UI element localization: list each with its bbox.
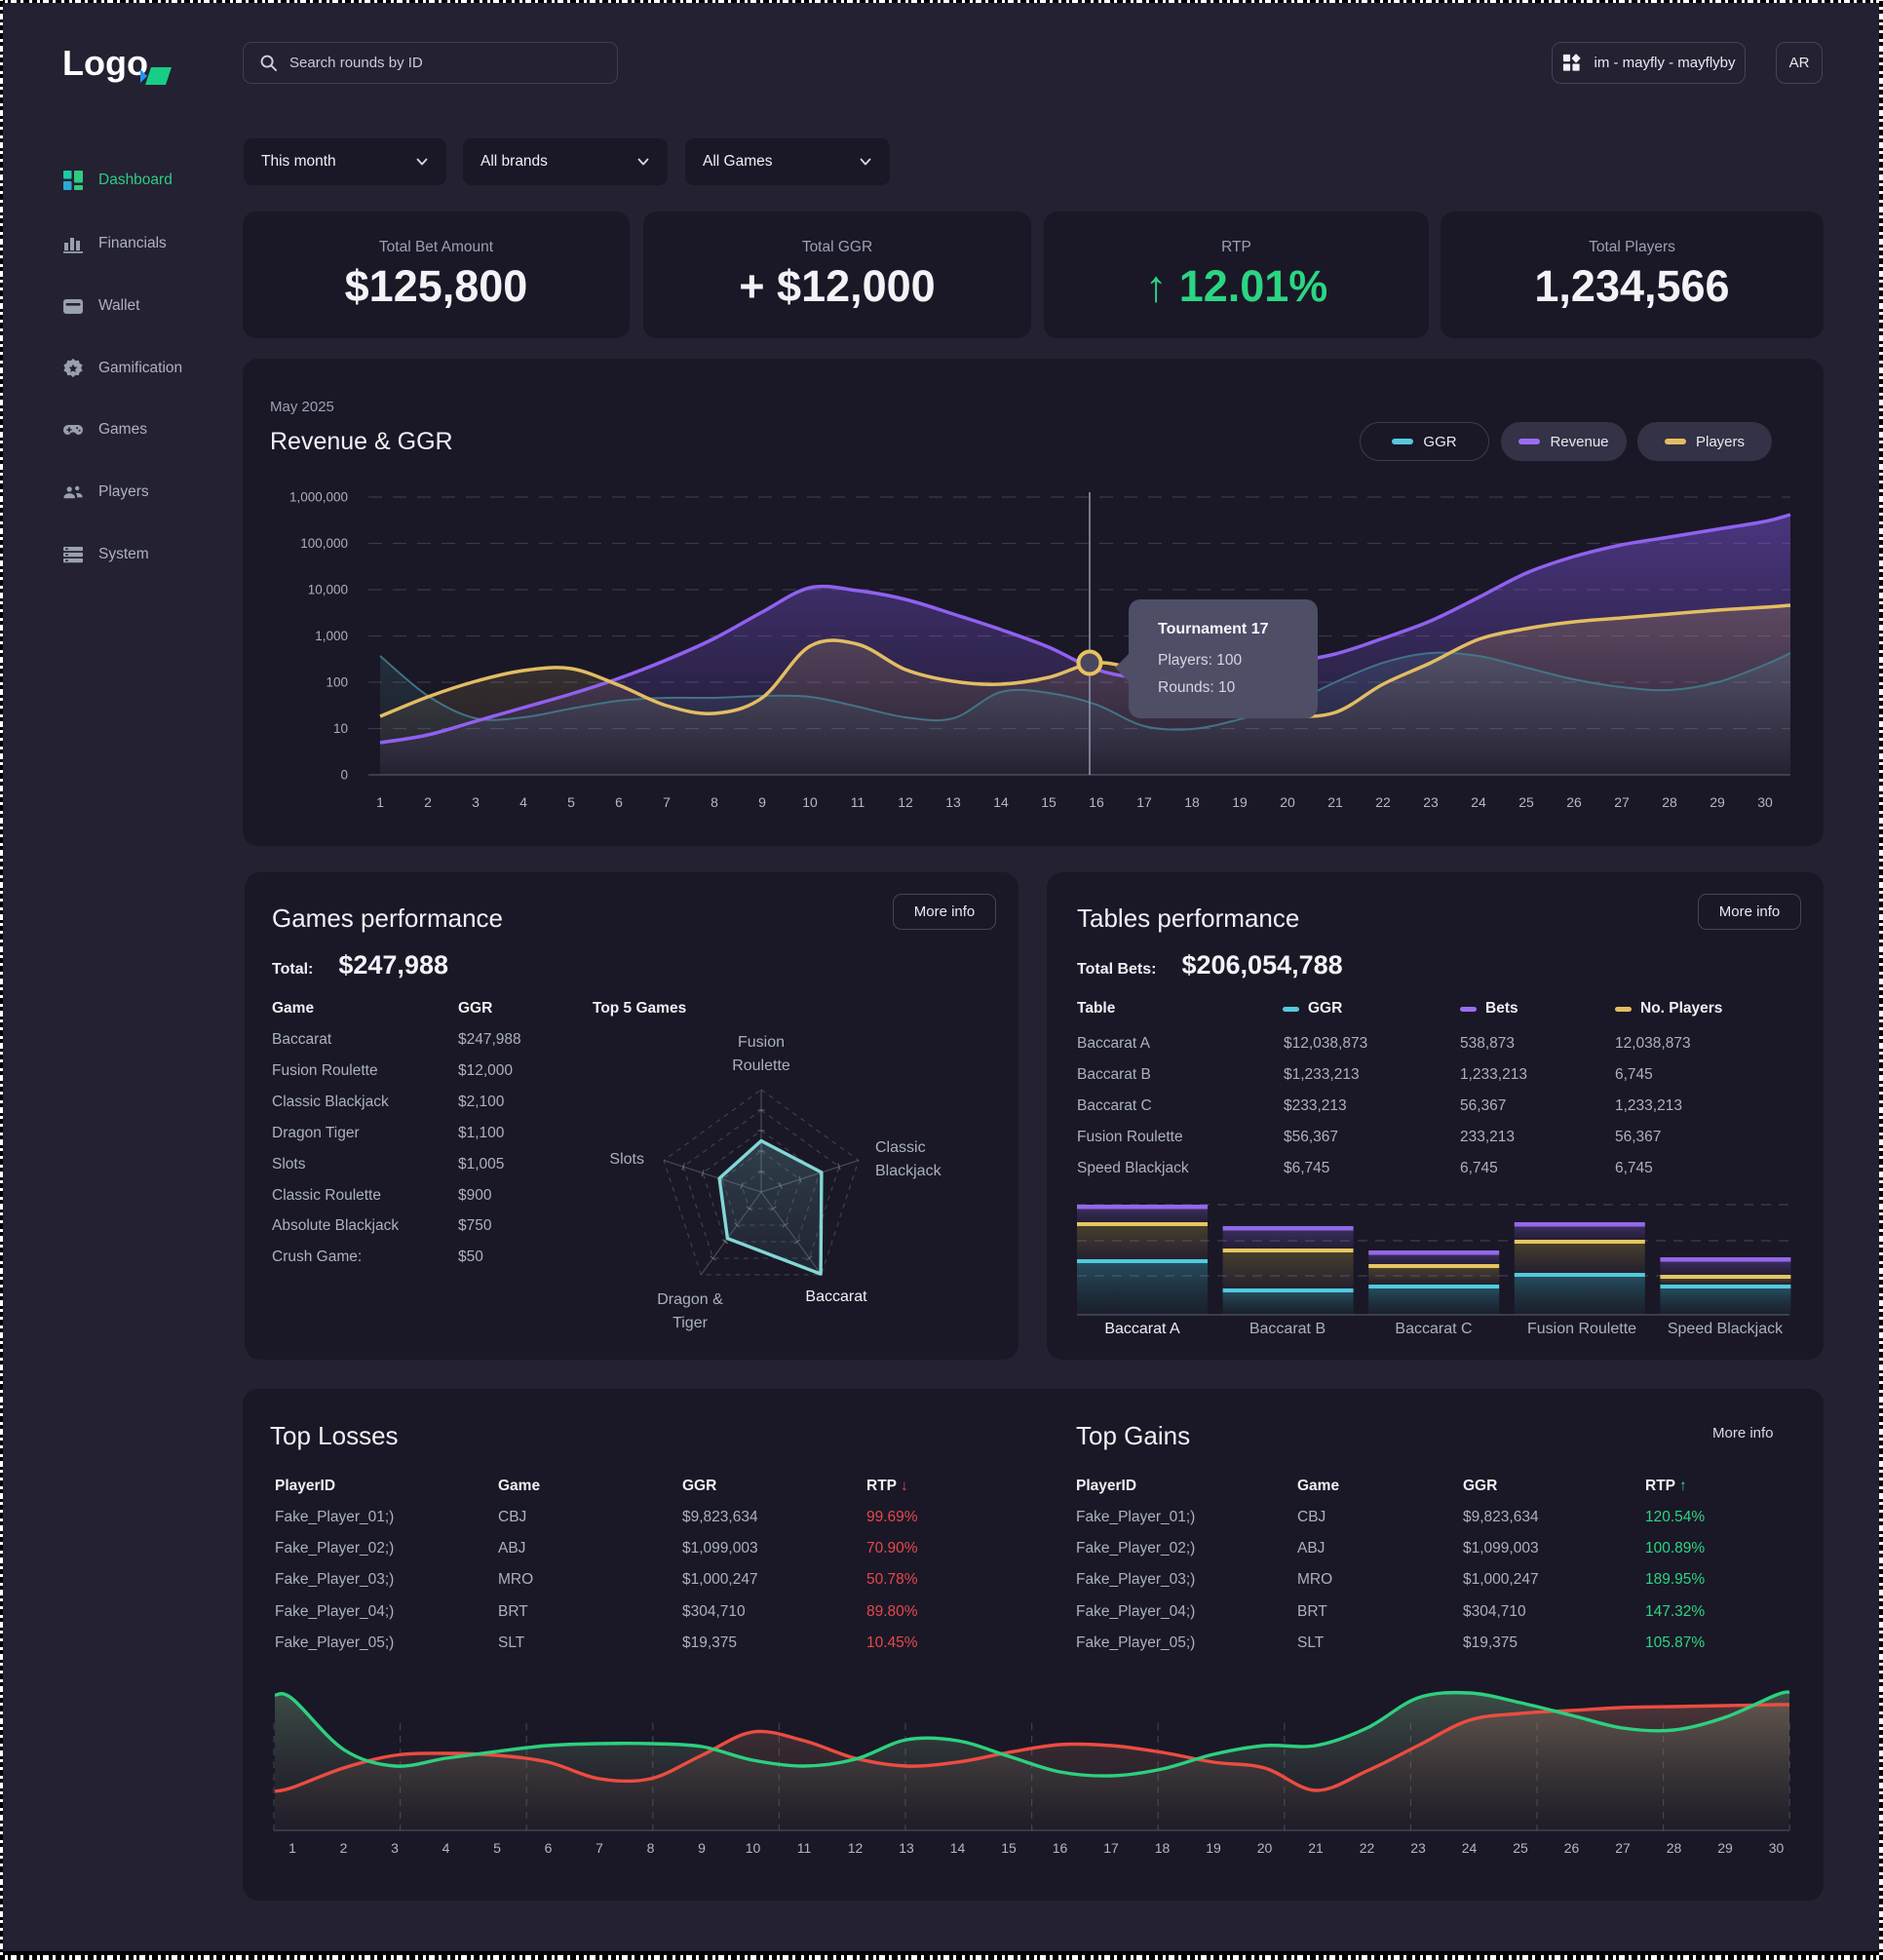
svg-text:4: 4: [442, 1840, 450, 1856]
svg-text:10: 10: [802, 794, 818, 810]
svg-text:16: 16: [1053, 1840, 1068, 1856]
svg-text:17: 17: [1136, 794, 1152, 810]
svg-text:28: 28: [1667, 1840, 1682, 1856]
svg-text:3: 3: [472, 794, 480, 810]
svg-text:30: 30: [1757, 794, 1773, 810]
svg-text:29: 29: [1717, 1840, 1733, 1856]
svg-text:18: 18: [1184, 794, 1200, 810]
svg-text:23: 23: [1423, 794, 1439, 810]
svg-text:10: 10: [746, 1840, 761, 1856]
svg-text:13: 13: [899, 1840, 914, 1856]
svg-text:24: 24: [1471, 794, 1486, 810]
svg-text:6: 6: [615, 794, 623, 810]
svg-text:16: 16: [1089, 794, 1104, 810]
svg-text:26: 26: [1566, 794, 1582, 810]
svg-text:18: 18: [1155, 1840, 1171, 1856]
svg-text:5: 5: [567, 794, 575, 810]
svg-text:2: 2: [340, 1840, 348, 1856]
svg-text:22: 22: [1360, 1840, 1375, 1856]
svg-text:9: 9: [698, 1840, 706, 1856]
svg-text:2: 2: [424, 794, 432, 810]
svg-text:4: 4: [519, 794, 527, 810]
svg-text:6: 6: [545, 1840, 553, 1856]
svg-text:100,000: 100,000: [300, 536, 348, 551]
svg-text:8: 8: [647, 1840, 655, 1856]
svg-text:27: 27: [1614, 794, 1630, 810]
svg-text:1,000,000: 1,000,000: [289, 490, 348, 505]
svg-text:29: 29: [1710, 794, 1725, 810]
svg-text:24: 24: [1462, 1840, 1478, 1856]
svg-text:1: 1: [376, 794, 384, 810]
svg-text:12: 12: [848, 1840, 864, 1856]
svg-text:13: 13: [945, 794, 961, 810]
svg-text:10,000: 10,000: [308, 583, 348, 597]
svg-text:7: 7: [596, 1840, 603, 1856]
svg-text:25: 25: [1513, 1840, 1528, 1856]
svg-text:20: 20: [1280, 794, 1295, 810]
svg-text:11: 11: [797, 1840, 812, 1856]
svg-text:21: 21: [1327, 794, 1343, 810]
svg-text:3: 3: [391, 1840, 399, 1856]
svg-text:15: 15: [1041, 794, 1057, 810]
svg-text:19: 19: [1206, 1840, 1221, 1856]
svg-text:5: 5: [493, 1840, 501, 1856]
svg-text:0: 0: [340, 768, 348, 783]
svg-text:25: 25: [1518, 794, 1534, 810]
svg-text:14: 14: [950, 1840, 966, 1856]
svg-text:12: 12: [898, 794, 913, 810]
svg-text:19: 19: [1232, 794, 1248, 810]
svg-text:23: 23: [1410, 1840, 1426, 1856]
svg-text:1: 1: [288, 1840, 296, 1856]
svg-text:7: 7: [663, 794, 671, 810]
svg-text:28: 28: [1662, 794, 1677, 810]
svg-text:9: 9: [758, 794, 766, 810]
svg-text:22: 22: [1375, 794, 1391, 810]
svg-text:100: 100: [326, 675, 348, 690]
svg-text:27: 27: [1615, 1840, 1631, 1856]
svg-text:26: 26: [1564, 1840, 1580, 1856]
svg-text:1,000: 1,000: [315, 629, 348, 643]
svg-text:20: 20: [1257, 1840, 1273, 1856]
svg-text:8: 8: [711, 794, 718, 810]
svg-text:14: 14: [993, 794, 1009, 810]
svg-text:21: 21: [1308, 1840, 1324, 1856]
svg-text:17: 17: [1103, 1840, 1119, 1856]
svg-text:30: 30: [1769, 1840, 1785, 1856]
svg-text:11: 11: [851, 794, 865, 810]
svg-text:10: 10: [333, 721, 348, 736]
svg-text:15: 15: [1001, 1840, 1017, 1856]
